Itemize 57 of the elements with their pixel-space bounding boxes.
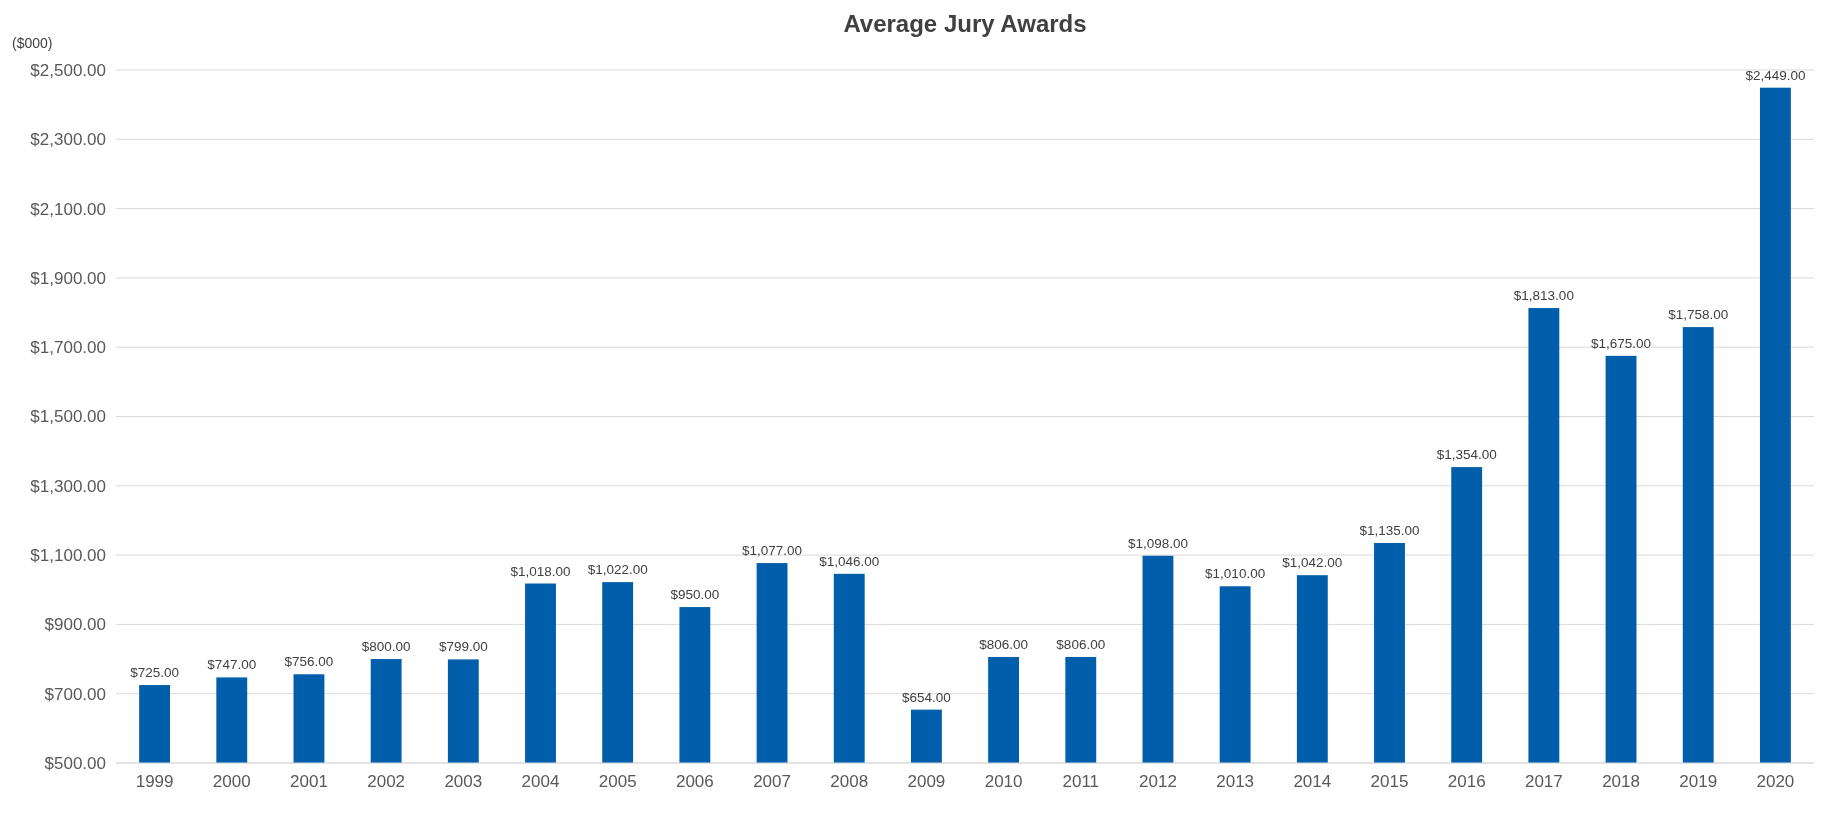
y-tick-label: $2,100.00 — [30, 199, 106, 219]
y-tick-label: $1,100.00 — [30, 546, 106, 566]
data-label: $1,758.00 — [1668, 307, 1729, 323]
x-tick-label: 2014 — [1293, 772, 1332, 791]
chart-title: Average Jury Awards — [843, 10, 1087, 37]
x-tick-label: 2001 — [290, 772, 328, 791]
data-label: $1,354.00 — [1436, 447, 1497, 463]
x-tick-label: 2008 — [830, 772, 869, 791]
data-label: $799.00 — [438, 639, 488, 655]
x-tick-label: 2020 — [1756, 772, 1795, 791]
y-tick-label: $2,500.00 — [30, 60, 106, 80]
x-tick-label: 2009 — [907, 772, 946, 791]
x-tick-label: 2016 — [1447, 772, 1486, 791]
x-tick-label: 2018 — [1602, 772, 1640, 791]
x-tick-label: 2004 — [521, 772, 560, 791]
data-label: $806.00 — [979, 636, 1028, 652]
data-label: $1,022.00 — [587, 562, 648, 578]
data-label: $800.00 — [361, 639, 411, 655]
data-label: $1,010.00 — [1205, 566, 1266, 582]
y-tick-label: $1,900.00 — [30, 268, 106, 288]
y-tick-label: $1,300.00 — [30, 476, 106, 496]
x-tick-label: 2007 — [753, 772, 791, 791]
x-tick-label: 2003 — [444, 772, 483, 791]
data-label: $1,046.00 — [819, 553, 880, 569]
x-tick-label: 2000 — [212, 772, 251, 791]
x-tick-label: 2017 — [1524, 772, 1563, 791]
data-label: $654.00 — [902, 689, 951, 705]
data-label: $950.00 — [670, 587, 720, 603]
x-tick-label: 2002 — [367, 772, 406, 791]
x-tick-label: 2012 — [1139, 772, 1177, 791]
y-tick-label: $1,700.00 — [30, 338, 106, 358]
data-label: $1,042.00 — [1282, 555, 1343, 571]
y-tick-label: $500.00 — [44, 753, 106, 773]
data-label: $1,813.00 — [1513, 288, 1574, 304]
data-label: $747.00 — [207, 657, 257, 673]
x-tick-label: 2013 — [1216, 772, 1255, 791]
data-label: $1,098.00 — [1127, 535, 1188, 551]
data-label: $2,449.00 — [1745, 67, 1806, 83]
data-label: $1,135.00 — [1359, 522, 1420, 538]
x-tick-label: 2015 — [1370, 772, 1409, 791]
x-tick-label: 2011 — [1062, 772, 1100, 791]
x-tick-label: 2019 — [1679, 772, 1718, 791]
data-label: $756.00 — [284, 654, 334, 670]
y-tick-label: $700.00 — [44, 684, 106, 704]
data-label: $806.00 — [1056, 636, 1106, 652]
data-label: $1,018.00 — [510, 563, 571, 579]
x-tick-label: 1999 — [135, 772, 174, 791]
data-label: $1,675.00 — [1591, 335, 1652, 351]
y-tick-label: $2,300.00 — [30, 130, 106, 150]
data-label: $1,077.00 — [742, 543, 803, 559]
x-tick-label: 2010 — [984, 772, 1023, 791]
data-label: $725.00 — [130, 665, 179, 681]
y-tick-label: $900.00 — [44, 615, 106, 635]
x-tick-label: 2005 — [598, 772, 637, 791]
y-tick-label: $1,500.00 — [30, 407, 106, 427]
y-axis-title: ($000) — [12, 35, 53, 51]
x-tick-label: 2006 — [675, 772, 714, 791]
